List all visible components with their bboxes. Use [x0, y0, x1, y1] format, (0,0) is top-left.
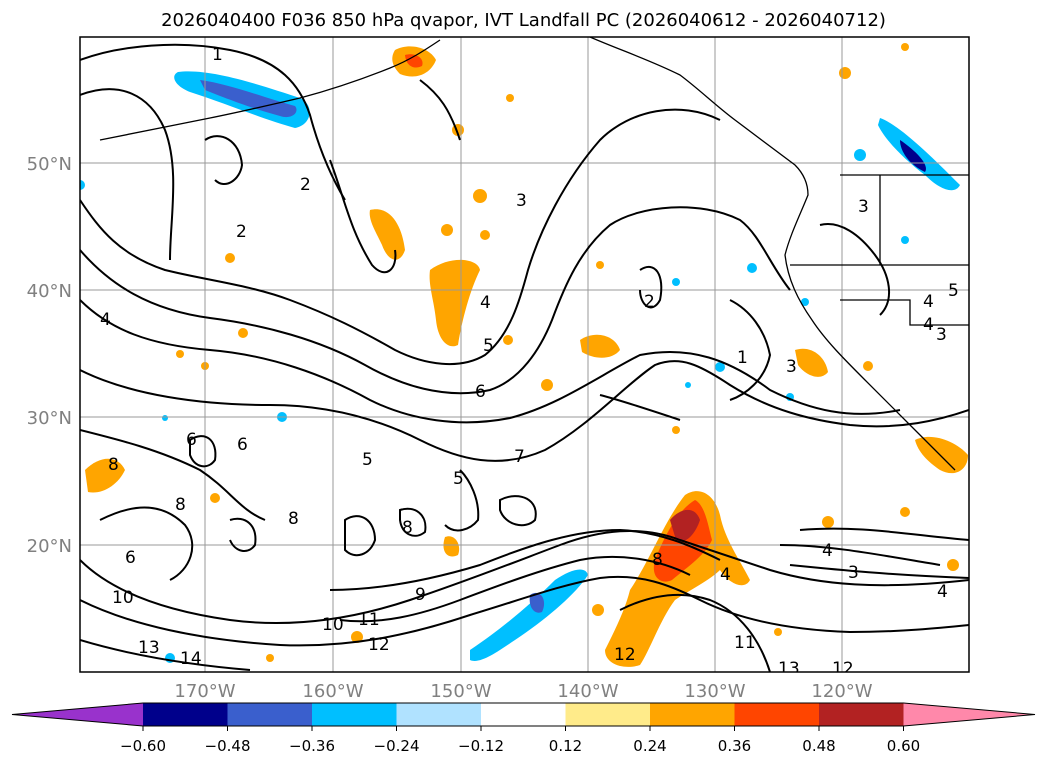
colorbar-segment [481, 703, 566, 726]
contour-label: 6 [237, 435, 248, 455]
contour-label: 2 [644, 292, 655, 312]
colorbar-extension-high [903, 703, 1035, 726]
contour-label: 8 [108, 455, 119, 475]
colorbar-tick-label: −0.12 [458, 737, 504, 755]
contour-label: 3 [848, 563, 859, 583]
lon-label: 140°W [557, 681, 618, 702]
contour-label: 10 [112, 588, 134, 608]
colorbar-tick-label: −0.24 [374, 737, 420, 755]
map-frame [79, 36, 970, 673]
contour-label: 4 [937, 582, 948, 602]
lon-label: 120°W [811, 681, 872, 702]
contour-label: 8 [402, 518, 413, 538]
contour-label: 5 [362, 450, 373, 470]
contour-label: 2 [300, 175, 311, 195]
contour-label: 12 [368, 635, 390, 655]
lat-label: 30°N [27, 408, 72, 429]
colorbar-tick-label: −0.60 [120, 737, 166, 755]
colorbar-tick-label: −0.48 [205, 737, 251, 755]
ivt-contours [80, 43, 969, 672]
lon-label: 170°W [174, 681, 235, 702]
colorbar-tick-label: 0.60 [887, 737, 920, 755]
contour-label: 5 [948, 281, 959, 301]
contour-label: 4 [720, 565, 731, 585]
contour-label: 3 [786, 357, 797, 377]
contour-label: 3 [516, 191, 527, 211]
contour-label: 4 [480, 293, 491, 313]
colorbar-tick-label: 0.24 [633, 737, 666, 755]
lon-label: 130°W [684, 681, 745, 702]
lon-label: 160°W [302, 681, 363, 702]
colorbar-segment [227, 703, 313, 726]
contour-label: 6 [125, 548, 136, 568]
colorbar-segment [396, 703, 482, 726]
contour-label: 11 [358, 610, 380, 630]
colorbar-tick-label: 0.48 [802, 737, 835, 755]
colorbar-segment [734, 703, 820, 726]
colorbar: −0.60 −0.48 −0.36 −0.24 −0.12 0.12 0.24 0.36 0.4… [11, 702, 1036, 755]
colorbar-extension-low [12, 703, 143, 726]
qvapor-shading [80, 43, 968, 667]
colorbar-segment [312, 703, 397, 726]
colorbar-segment [143, 703, 228, 726]
contour-label: 4 [923, 315, 934, 335]
contour-label: 8 [175, 495, 186, 515]
colorbar-tick-label: 0.36 [718, 737, 751, 755]
lon-label: 150°W [430, 681, 491, 702]
contour-label: 5 [453, 469, 464, 489]
lat-label: 20°N [27, 536, 72, 557]
axis-labels: 170°W 160°W 150°W 140°W 130°W 120°W 50°N… [27, 154, 873, 702]
contour-label: 5 [483, 336, 494, 356]
contour-label: 8 [652, 550, 663, 570]
colorbar-tick-label: −0.36 [289, 737, 335, 755]
contour-labels: 1 2 2 3 4 4 5 6 7 8 6 5 6 8 8 6 8 9 10 1… [100, 45, 959, 679]
contour-label: 8 [288, 509, 299, 529]
contour-label: 14 [180, 649, 202, 669]
contour-label: 10 [322, 615, 344, 635]
contour-label: 9 [415, 585, 426, 605]
contour-label: 13 [778, 659, 800, 679]
contour-label: 1 [212, 45, 223, 65]
contour-label: 13 [138, 638, 160, 658]
coastlines [99, 37, 969, 471]
contour-label: 7 [514, 447, 525, 467]
contour-label: 3 [936, 325, 947, 345]
colorbar-segment [650, 703, 735, 726]
contour-label: 4 [822, 541, 833, 561]
colorbar-segment [819, 703, 904, 726]
contour-label: 4 [923, 292, 934, 312]
contour-label: 6 [475, 382, 486, 402]
lat-label: 40°N [27, 281, 72, 302]
contour-label: 3 [858, 197, 869, 217]
contour-label: 12 [614, 645, 636, 665]
contour-label: 2 [236, 222, 247, 242]
contour-label: 12 [832, 659, 854, 679]
map-background [80, 37, 969, 672]
contour-label: 1 [737, 348, 748, 368]
colorbar-segment [565, 703, 651, 726]
contour-label: 6 [186, 430, 197, 450]
contour-label: 11 [734, 633, 756, 653]
colorbar-tick-label: 0.12 [549, 737, 582, 755]
lat-label: 50°N [27, 154, 72, 175]
graticule [80, 37, 969, 672]
contour-label: 4 [100, 310, 111, 330]
map-title: 2026040400 F036 850 hPa qvapor, IVT Land… [161, 10, 886, 31]
